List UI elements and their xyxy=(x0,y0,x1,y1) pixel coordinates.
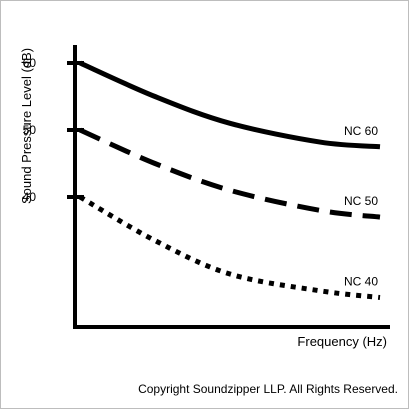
series-label: NC 50 xyxy=(344,194,378,208)
series-label: NC 60 xyxy=(344,124,378,138)
series-label: NC 40 xyxy=(344,275,378,289)
y-axis-label: Sound Pressure Level (dB) xyxy=(19,48,34,204)
x-axis-label: Frequency (Hz) xyxy=(297,334,387,349)
copyright-text: Copyright Soundzipper LLP. All Rights Re… xyxy=(138,382,398,396)
y-tick-label: 60 xyxy=(23,56,37,70)
series-line-nc-40 xyxy=(78,194,381,300)
y-ticks: 60 50 40 xyxy=(23,56,84,204)
series-labels: NC 60 NC 50 NC 40 xyxy=(344,124,378,289)
series-lines xyxy=(78,60,381,300)
series-line-nc-60 xyxy=(78,60,381,150)
y-tick-label: 50 xyxy=(23,123,37,137)
series-line-nc-50 xyxy=(78,127,381,220)
y-tick-label: 40 xyxy=(23,190,37,204)
